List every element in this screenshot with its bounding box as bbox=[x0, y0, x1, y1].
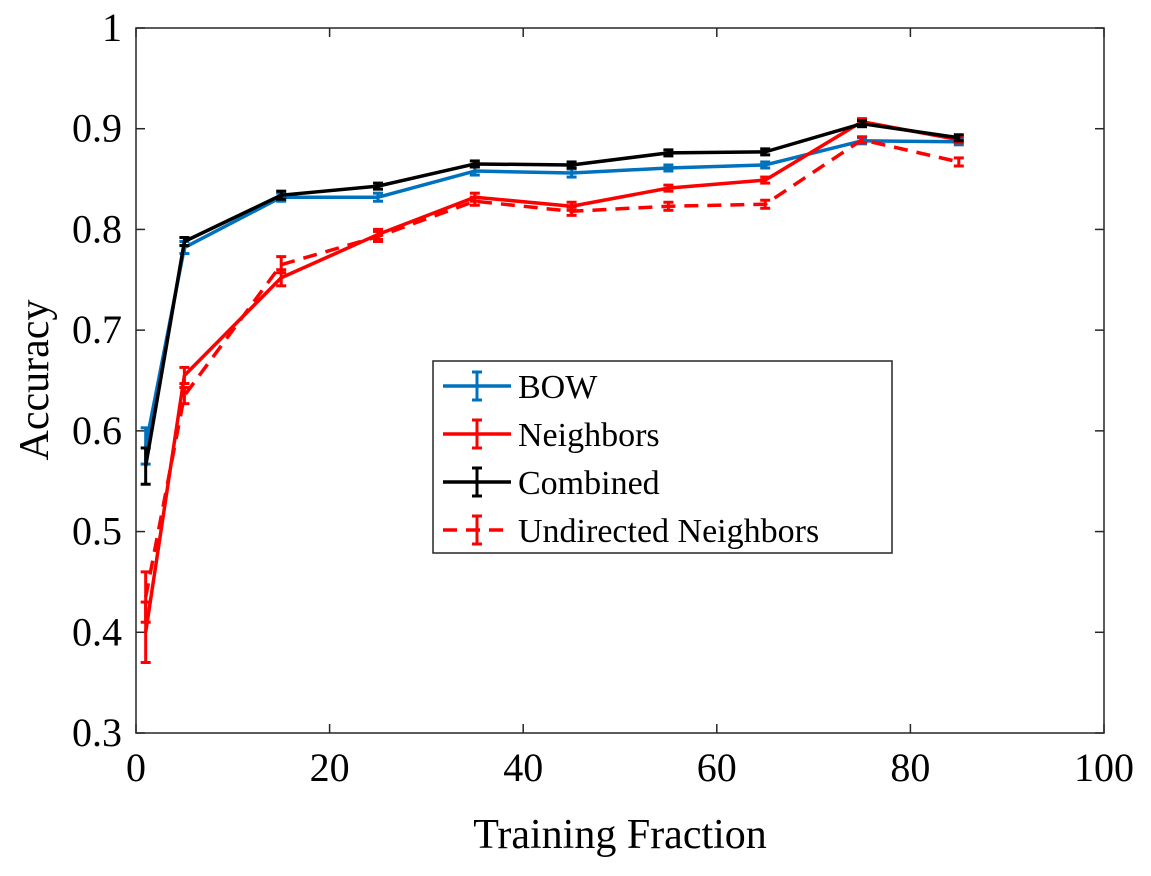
error-bar-undirected-neighbors bbox=[469, 195, 480, 207]
legend-label-combined: Combined bbox=[518, 465, 660, 502]
error-bar-combined bbox=[179, 235, 190, 248]
x-tick-label: 40 bbox=[503, 745, 543, 790]
y-tick-label: 0.3 bbox=[72, 710, 122, 755]
error-bar-undirected-neighbors bbox=[857, 135, 867, 145]
axes: 0 20 40 60 80 100 0.3 0.4 0.5 0.6 0.7 0.8 0.9 1 bbox=[72, 5, 1134, 790]
error-bar-neighbors bbox=[179, 365, 190, 386]
error-bar-undirected-neighbors bbox=[276, 255, 287, 275]
error-bar-combined bbox=[276, 189, 287, 201]
error-bar-undirected-neighbors bbox=[566, 205, 577, 217]
legend-label-neighbors: Neighbors bbox=[518, 417, 660, 454]
y-tick-label: 1 bbox=[102, 5, 122, 50]
series-combined bbox=[140, 119, 964, 486]
error-bar-bow bbox=[663, 163, 674, 173]
error-bar-undirected-neighbors bbox=[760, 198, 771, 210]
x-axis-title: Training Fraction bbox=[473, 812, 767, 858]
legend: BOW Neighbors Combined Undirected Neighbors bbox=[432, 360, 893, 554]
legend-label-bow: BOW bbox=[518, 369, 598, 406]
error-bar-neighbors bbox=[663, 183, 674, 193]
error-bar-undirected-neighbors bbox=[179, 386, 190, 406]
legend-box bbox=[432, 360, 893, 554]
legend-item-bow: BOW bbox=[443, 369, 598, 406]
error-bar-neighbors bbox=[760, 175, 771, 185]
y-tick-label: 0.9 bbox=[72, 106, 122, 151]
legend-item-combined: Combined bbox=[443, 465, 660, 502]
legend-label-undirected-neighbors: Undirected Neighbors bbox=[518, 513, 819, 550]
series-undirected-neighbors bbox=[140, 135, 964, 624]
x-tick-label: 60 bbox=[697, 745, 737, 790]
error-bar-bow bbox=[373, 191, 383, 203]
y-tick-label: 0.6 bbox=[72, 408, 122, 453]
error-bar-bow bbox=[760, 160, 771, 170]
error-bar-undirected-neighbors bbox=[140, 570, 151, 624]
series-layer bbox=[140, 117, 964, 664]
legend-item-undirected-neighbors: Undirected Neighbors bbox=[443, 513, 819, 550]
error-bar-undirected-neighbors bbox=[663, 200, 674, 212]
x-tick-label: 0 bbox=[126, 745, 146, 790]
error-bar-undirected-neighbors bbox=[953, 156, 964, 168]
x-tick-label: 20 bbox=[310, 745, 350, 790]
error-bar-combined bbox=[760, 147, 771, 157]
error-bar-undirected-neighbors bbox=[373, 229, 383, 244]
error-bar-combined bbox=[373, 181, 383, 191]
error-bar-combined bbox=[663, 148, 674, 158]
error-bar-combined bbox=[140, 446, 151, 486]
x-tick-label: 100 bbox=[1074, 745, 1134, 790]
series-line-neighbors bbox=[143, 119, 960, 633]
x-tick-label: 80 bbox=[890, 745, 930, 790]
y-tick-label: 0.4 bbox=[72, 609, 122, 654]
y-tick-label: 0.8 bbox=[72, 206, 122, 251]
error-bar-combined bbox=[566, 160, 577, 170]
series-line-combined bbox=[143, 121, 960, 467]
series-line-undirected-neighbors bbox=[143, 138, 960, 598]
error-bar-combined bbox=[857, 119, 867, 129]
y-axis-title: Accuracy bbox=[12, 300, 58, 461]
error-bar-combined bbox=[953, 133, 964, 143]
error-bar-combined bbox=[469, 159, 480, 169]
y-tick-label: 0.7 bbox=[72, 307, 122, 352]
y-tick-label: 0.5 bbox=[72, 509, 122, 554]
legend-item-neighbors: Neighbors bbox=[443, 417, 660, 454]
